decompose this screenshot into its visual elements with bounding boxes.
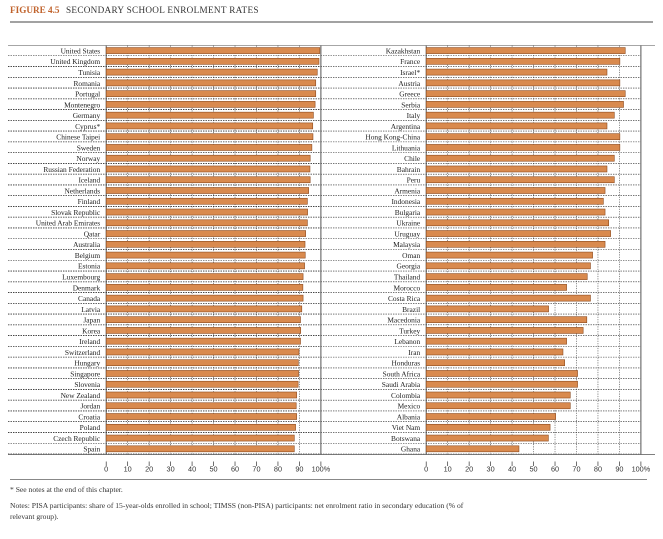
svg-text:Kazakhstan: Kazakhstan (386, 46, 421, 55)
svg-text:Thailand: Thailand (394, 273, 421, 282)
svg-text:Netherlands: Netherlands (64, 186, 100, 195)
svg-text:United States: United States (61, 46, 101, 55)
svg-text:Qatar: Qatar (84, 229, 101, 238)
svg-text:Serbia: Serbia (401, 100, 421, 109)
svg-text:Finland: Finland (78, 197, 101, 206)
svg-text:Ireland: Ireland (79, 337, 100, 346)
svg-text:SECONDARY SCHOOL ENROLMENT RAT: SECONDARY SCHOOL ENROLMENT RATES (66, 5, 259, 15)
svg-text:Morocco: Morocco (394, 283, 421, 292)
svg-text:Portugal: Portugal (75, 90, 100, 99)
svg-text:Botswana: Botswana (391, 434, 421, 443)
svg-text:Montenegro: Montenegro (64, 100, 100, 109)
svg-text:Ukraine: Ukraine (396, 219, 421, 228)
svg-text:Argentina: Argentina (391, 122, 421, 131)
svg-text:Latvia: Latvia (81, 305, 101, 314)
svg-text:Chile: Chile (404, 154, 421, 163)
svg-text:Hong Kong-China: Hong Kong-China (365, 133, 421, 142)
svg-text:Lebanon: Lebanon (394, 337, 420, 346)
svg-text:Hungary: Hungary (74, 359, 100, 368)
svg-text:Iceland: Iceland (78, 176, 100, 185)
svg-text:Saudi Arabia: Saudi Arabia (382, 380, 421, 389)
svg-text:Oman: Oman (402, 251, 420, 260)
svg-text:Poland: Poland (80, 423, 101, 432)
svg-text:Spain: Spain (83, 445, 100, 454)
svg-text:Iran: Iran (408, 348, 420, 357)
svg-text:FIGURE 4.5: FIGURE 4.5 (10, 5, 60, 15)
svg-text:Georgia: Georgia (397, 262, 421, 271)
svg-text:Jordan: Jordan (80, 402, 100, 411)
svg-text:Israel*: Israel* (400, 68, 420, 77)
svg-text:Bulgaria: Bulgaria (395, 208, 421, 217)
svg-text:Italy: Italy (407, 111, 421, 120)
svg-text:Korea: Korea (82, 326, 101, 335)
svg-text:Cyprus*: Cyprus* (75, 122, 100, 131)
svg-text:Switzerland: Switzerland (65, 348, 101, 357)
svg-text:Japan: Japan (83, 316, 100, 325)
svg-text:Viet Nam: Viet Nam (392, 423, 421, 432)
svg-text:Slovenia: Slovenia (74, 380, 101, 389)
svg-text:Singapore: Singapore (70, 369, 101, 378)
svg-text:Colombia: Colombia (391, 391, 421, 400)
svg-text:Ghana: Ghana (401, 445, 421, 454)
svg-text:Sweden: Sweden (77, 143, 101, 152)
svg-text:Lithuania: Lithuania (392, 143, 421, 152)
svg-text:Peru: Peru (407, 176, 421, 185)
svg-text:Malaysia: Malaysia (393, 240, 421, 249)
svg-text:Estonia: Estonia (78, 262, 101, 271)
svg-text:Chinese Taipei: Chinese Taipei (56, 133, 100, 142)
svg-text:Albania: Albania (397, 412, 421, 421)
svg-text:Macedonia: Macedonia (387, 316, 421, 325)
svg-text:France: France (400, 57, 421, 66)
svg-text:Czech Republic: Czech Republic (53, 434, 101, 443)
svg-text:Russian Federation: Russian Federation (43, 165, 100, 174)
svg-text:Indonesia: Indonesia (391, 197, 420, 206)
svg-text:Croatia: Croatia (78, 412, 100, 421)
svg-text:Brazil: Brazil (402, 305, 420, 314)
svg-text:Slovak Republic: Slovak Republic (51, 208, 101, 217)
svg-text:Austria: Austria (398, 79, 420, 88)
svg-text:Germany: Germany (73, 111, 101, 120)
svg-text:South Africa: South Africa (383, 369, 421, 378)
svg-text:Norway: Norway (76, 154, 100, 163)
svg-text:United Kingdom: United Kingdom (50, 57, 100, 66)
svg-text:Canada: Canada (78, 294, 101, 303)
svg-text:Honduras: Honduras (391, 359, 420, 368)
svg-text:Belgium: Belgium (75, 251, 101, 260)
svg-text:Costa Rica: Costa Rica (388, 294, 421, 303)
svg-text:Tunisia: Tunisia (78, 68, 101, 77)
svg-text:Bahrain: Bahrain (397, 165, 421, 174)
svg-text:Mexico: Mexico (398, 402, 421, 411)
svg-text:Denmark: Denmark (73, 283, 101, 292)
svg-text:Romania: Romania (74, 79, 101, 88)
svg-text:Greece: Greece (399, 90, 421, 99)
svg-text:Uruguay: Uruguay (394, 229, 420, 238)
svg-text:Australia: Australia (73, 240, 101, 249)
svg-text:United Arab Emirates: United Arab Emirates (36, 219, 101, 228)
svg-text:Armenia: Armenia (394, 186, 421, 195)
svg-text:Turkey: Turkey (399, 326, 420, 335)
svg-text:New Zealand: New Zealand (61, 391, 101, 400)
svg-text:Luxembourg: Luxembourg (62, 273, 100, 282)
